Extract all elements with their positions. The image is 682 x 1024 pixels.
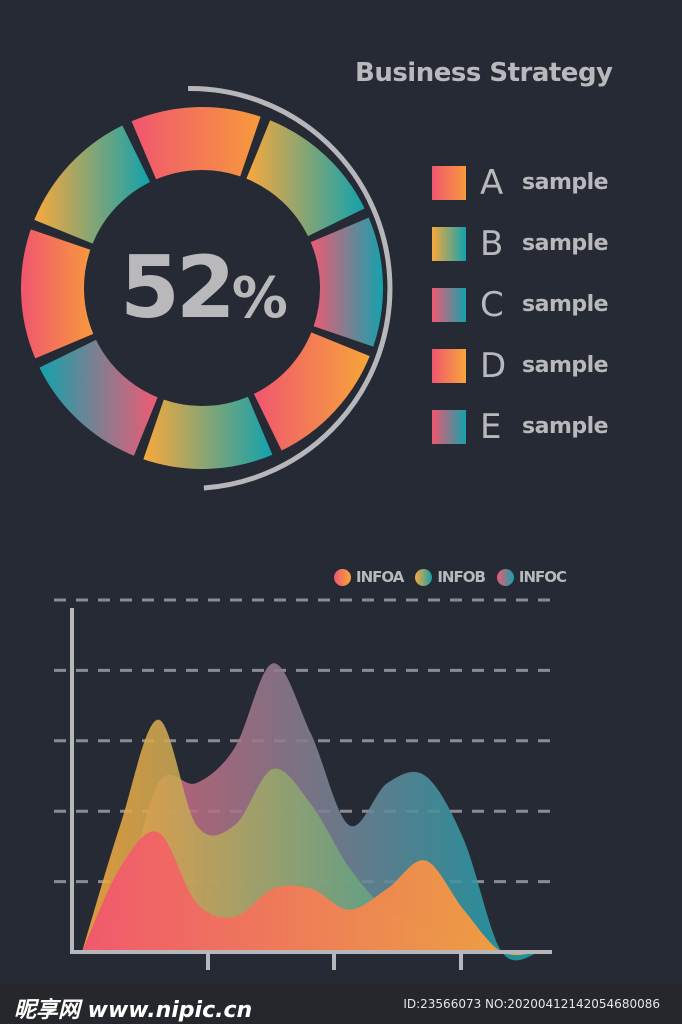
legend-letter-a: A [480,162,504,203]
area-legend: INFOA INFOB INFOC [334,568,578,586]
legend-letter-d: D [480,345,507,386]
legend-swatch-a [432,165,466,200]
donut-segment [34,125,151,244]
area-legend-label-c: INFOC [518,568,567,586]
legend-label-c: sample [522,292,609,317]
area-legend-item-b: INFOB [415,568,486,586]
area-legend-item-c: INFOC [496,568,567,586]
donut-segment [143,396,273,469]
watermark-logo: 昵享网 www.nipic.cn [14,998,253,1023]
legend-item-c: C sample [432,274,609,335]
legend-swatch-c [432,287,466,322]
watermark-id: ID:23566073 NO:20200412142054680086 [403,997,660,1011]
donut-legend: A sample B sample C sample D sample E sa… [432,152,609,457]
donut-segment [253,332,370,451]
legend-letter-e: E [480,406,502,447]
legend-letter-c: C [480,284,504,325]
donut-segment [20,229,94,359]
donut-chart [20,85,393,491]
area-legend-dot-c [496,568,514,586]
center-unit: % [231,266,288,331]
legend-label-d: sample [522,353,609,378]
area-legend-item-a: INFOA [334,568,404,586]
legend-item-a: A sample [432,152,609,213]
legend-label-e: sample [522,414,609,439]
area-legend-label-a: INFOA [356,568,404,586]
area-series-infoa [82,831,540,956]
center-percentage: 52% [120,238,288,338]
legend-swatch-e [432,409,466,444]
area-chart [54,598,552,970]
legend-item-b: B sample [432,213,609,274]
progress-arc [188,85,393,491]
area-legend-label-b: INFOB [437,568,486,586]
legend-swatch-d [432,348,466,383]
donut-segment [39,339,158,456]
donut-segment [246,120,365,237]
legend-label-a: sample [522,170,609,195]
legend-swatch-b [432,226,466,261]
legend-item-e: E sample [432,396,609,457]
center-value: 52 [120,238,236,338]
area-legend-dot-b [415,568,433,586]
donut-segment [310,217,384,347]
watermark-bar: 昵享网 www.nipic.cn ID:23566073 NO:20200412… [0,984,682,1024]
legend-letter-b: B [480,223,504,264]
area-legend-dot-a [334,568,351,586]
legend-item-d: D sample [432,335,609,396]
legend-label-b: sample [522,231,609,256]
page-title: Business Strategy [355,58,613,88]
donut-segment [131,107,261,180]
area-series-infob [82,719,540,954]
